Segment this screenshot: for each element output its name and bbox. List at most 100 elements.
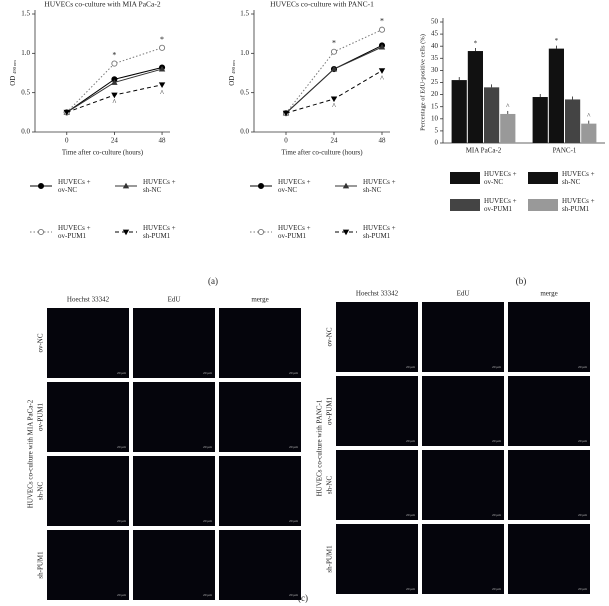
annotation: ^ [113, 98, 117, 107]
micrograph [508, 524, 590, 594]
bar [565, 99, 581, 143]
scale-bar: 20 μm [117, 445, 126, 449]
legend-label: HUVECs + ov-PUM1 [278, 224, 311, 240]
marker [122, 229, 130, 236]
y-axis-label: Percentage of EdU-positive cells (%) [419, 34, 426, 131]
panel-label: (c) [298, 593, 308, 603]
scale-bar: 20 μm [406, 513, 415, 517]
micrograph [219, 308, 301, 378]
micrograph [47, 530, 129, 600]
marker [111, 79, 118, 85]
marker [159, 44, 166, 51]
annotation: * [112, 51, 116, 60]
micrograph [133, 382, 215, 452]
row-label: sh-PUM1 [326, 545, 334, 573]
annotation: * [380, 17, 384, 26]
row-label: ov-PUM1 [326, 397, 334, 426]
scale-bar: 20 μm [117, 519, 126, 523]
bar [500, 113, 516, 143]
micrograph [422, 450, 504, 520]
column-header: merge [540, 290, 557, 298]
bar [484, 87, 500, 143]
micrograph [47, 456, 129, 526]
y-tick-label: 0.5 [21, 88, 30, 96]
micrograph [219, 530, 301, 600]
marker [111, 60, 118, 67]
scale-bar: 20 μm [289, 445, 298, 449]
y-tick-label: 0.0 [240, 128, 249, 136]
x-tick-label: 24 [331, 137, 339, 145]
annotation: * [160, 35, 164, 44]
y-tick-label: 0.5 [240, 88, 249, 96]
micrograph [219, 456, 301, 526]
scale-bar: 20 μm [578, 365, 587, 369]
scale-bar: 20 μm [289, 519, 298, 523]
column-header: EdU [457, 290, 470, 298]
scale-bar: 20 μm [117, 593, 126, 597]
scale-bar: 20 μm [289, 371, 298, 375]
y-label-sub: 490 nm [231, 60, 236, 74]
chart-title: HUVECs co-culture with MIA PaCa-2 [44, 0, 160, 9]
micrograph [422, 302, 504, 372]
scale-bar: 20 μm [578, 587, 587, 591]
row-label: ov-PUM1 [37, 403, 45, 432]
scale-bar: 20 μm [406, 365, 415, 369]
bar [451, 80, 467, 143]
marker [342, 182, 350, 189]
scale-bar: 20 μm [117, 371, 126, 375]
annotation: ^ [380, 74, 384, 83]
y-tick-label: 1.5 [240, 10, 249, 18]
legend-label: HUVECs + sh-PUM1 [363, 224, 396, 240]
scale-bar: 20 μm [578, 513, 587, 517]
legend-label: HUVECs + sh-NC [143, 178, 176, 194]
scale-bar: 20 μm [492, 439, 501, 443]
y-tick-label: 15 [431, 102, 439, 110]
x-tick-label: 48 [159, 137, 167, 145]
marker [378, 43, 386, 50]
marker [282, 110, 290, 117]
x-tick-label: MIA PaCa-2 [466, 147, 502, 155]
scale-bar: 20 μm [203, 593, 212, 597]
marker [342, 229, 350, 236]
micrograph [219, 382, 301, 452]
y-tick-label: 1.0 [240, 49, 249, 57]
scale-bar: 20 μm [492, 513, 501, 517]
marker [330, 96, 338, 103]
row-label: sh-NC [37, 482, 45, 501]
scale-bar: 20 μm [203, 519, 212, 523]
y-label-sub: 490 nm [12, 60, 17, 74]
x-tick-label: 24 [111, 137, 119, 145]
y-tick-label: 20 [431, 90, 439, 98]
row-label: ov-NC [37, 333, 45, 352]
column-header: EdU [168, 296, 181, 304]
scale-bar: 20 μm [289, 593, 298, 597]
bar [467, 51, 483, 143]
bar [581, 123, 597, 143]
scale-bar: 20 μm [203, 371, 212, 375]
marker [378, 68, 386, 74]
micrograph [133, 456, 215, 526]
legend-label: HUVECs + ov-PUM1 [58, 224, 91, 240]
micrograph [508, 302, 590, 372]
y-tick-label: 5 [435, 127, 439, 135]
scale-bar: 20 μm [203, 445, 212, 449]
marker [37, 228, 45, 236]
row-label: sh-PUM1 [37, 551, 45, 579]
marker [378, 26, 386, 33]
x-tick-label: 0 [65, 137, 69, 145]
y-tick-label: 25 [431, 78, 439, 86]
annotation: ^ [160, 88, 164, 97]
legend-label: HUVECs + sh-PUM1 [143, 224, 176, 240]
annotation: ^ [332, 102, 336, 111]
micrograph [422, 524, 504, 594]
x-axis-label: Time after co-culture (hours) [281, 149, 363, 157]
x-tick-label: 0 [284, 137, 288, 145]
column-header: Hoechst 33342 [67, 296, 110, 304]
annotation: * [474, 40, 478, 48]
annotation: * [332, 39, 336, 48]
group-label: HUVECs co-culture with PANC-1 [316, 399, 324, 496]
y-tick-label: 10 [431, 114, 439, 122]
scale-bar: 20 μm [578, 439, 587, 443]
y-label-main: OD [9, 76, 17, 86]
legend-swatch [450, 172, 480, 184]
